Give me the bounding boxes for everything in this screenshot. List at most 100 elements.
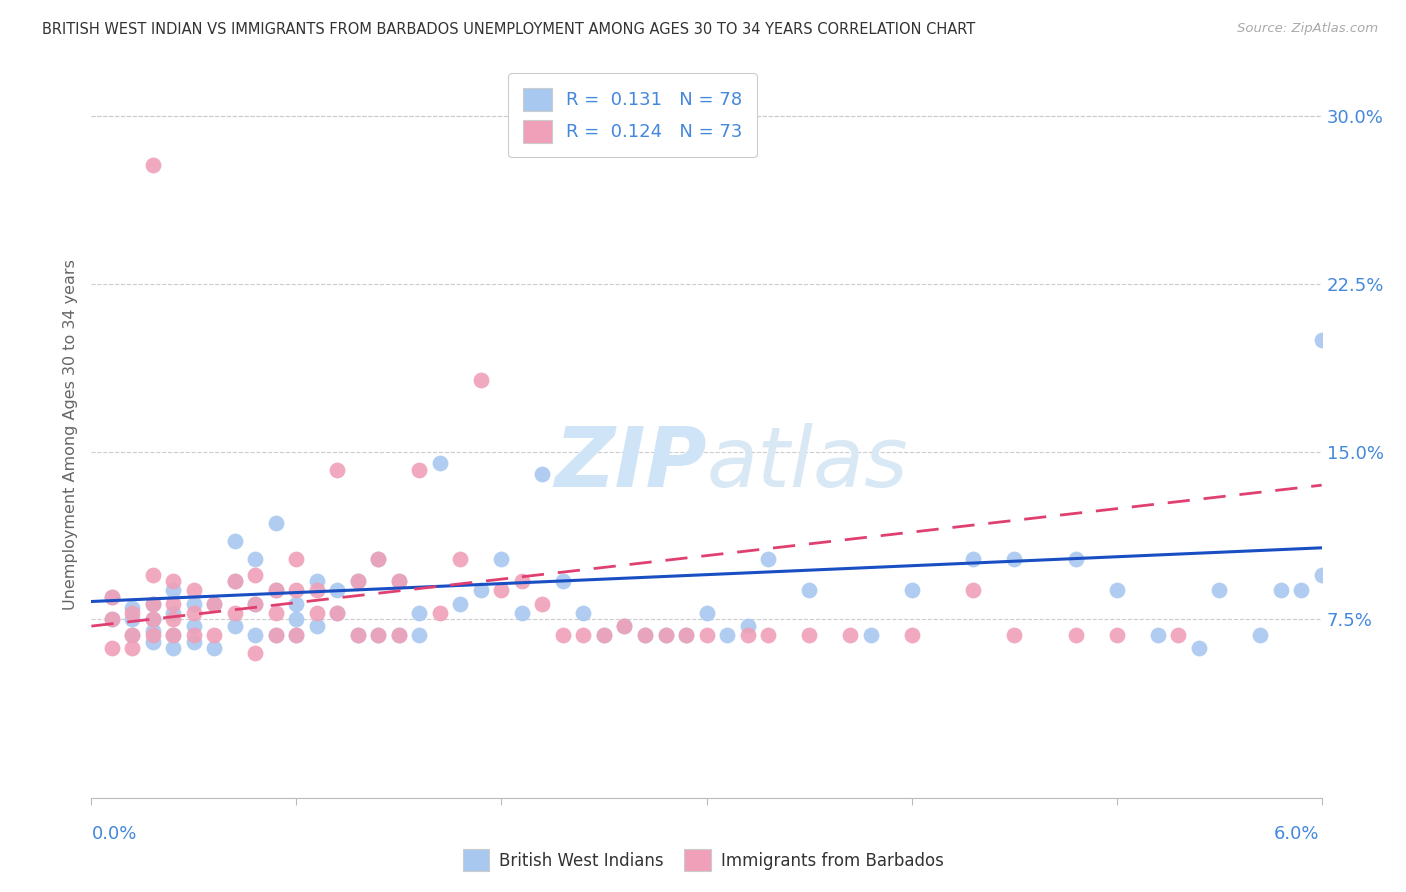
- Point: [613, 619, 636, 633]
- Point: [121, 628, 143, 642]
- Point: [285, 612, 308, 626]
- Point: [245, 597, 267, 611]
- Point: [510, 606, 533, 620]
- Point: [202, 597, 225, 611]
- Point: [162, 628, 184, 642]
- Point: [245, 597, 267, 611]
- Point: [245, 628, 267, 642]
- Legend: R =  0.131   N = 78, R =  0.124   N = 73: R = 0.131 N = 78, R = 0.124 N = 73: [509, 73, 756, 157]
- Point: [347, 574, 370, 589]
- Point: [142, 634, 165, 648]
- Point: [121, 641, 143, 656]
- Point: [224, 574, 246, 589]
- Point: [162, 641, 184, 656]
- Legend: British West Indians, Immigrants from Barbados: British West Indians, Immigrants from Ba…: [454, 841, 952, 880]
- Y-axis label: Unemployment Among Ages 30 to 34 years: Unemployment Among Ages 30 to 34 years: [62, 260, 77, 610]
- Point: [121, 606, 143, 620]
- Point: [245, 552, 267, 566]
- Point: [326, 583, 349, 598]
- Point: [572, 606, 595, 620]
- Point: [593, 628, 616, 642]
- Point: [797, 628, 820, 642]
- Point: [675, 628, 697, 642]
- Point: [183, 634, 205, 648]
- Point: [367, 552, 389, 566]
- Point: [654, 628, 676, 642]
- Point: [408, 462, 430, 476]
- Point: [737, 628, 759, 642]
- Point: [142, 624, 165, 638]
- Point: [900, 583, 922, 598]
- Point: [264, 628, 287, 642]
- Point: [367, 628, 389, 642]
- Point: [756, 552, 779, 566]
- Point: [264, 583, 287, 598]
- Point: [142, 567, 165, 582]
- Point: [202, 597, 225, 611]
- Point: [121, 628, 143, 642]
- Point: [183, 583, 205, 598]
- Point: [264, 516, 287, 531]
- Point: [305, 619, 328, 633]
- Point: [285, 597, 308, 611]
- Point: [531, 597, 554, 611]
- Point: [121, 612, 143, 626]
- Point: [285, 583, 308, 598]
- Point: [1002, 552, 1025, 566]
- Point: [470, 373, 492, 387]
- Point: [388, 628, 411, 642]
- Point: [551, 628, 574, 642]
- Point: [224, 534, 246, 549]
- Point: [388, 574, 411, 589]
- Point: [470, 583, 492, 598]
- Point: [202, 641, 225, 656]
- Point: [183, 628, 205, 642]
- Point: [1167, 628, 1189, 642]
- Text: BRITISH WEST INDIAN VS IMMIGRANTS FROM BARBADOS UNEMPLOYMENT AMONG AGES 30 TO 34: BRITISH WEST INDIAN VS IMMIGRANTS FROM B…: [42, 22, 976, 37]
- Point: [510, 574, 533, 589]
- Point: [449, 597, 471, 611]
- Point: [695, 606, 717, 620]
- Point: [367, 628, 389, 642]
- Point: [162, 583, 184, 598]
- Point: [285, 552, 308, 566]
- Point: [347, 628, 370, 642]
- Point: [305, 606, 328, 620]
- Point: [326, 462, 349, 476]
- Point: [695, 628, 717, 642]
- Point: [142, 597, 165, 611]
- Point: [142, 612, 165, 626]
- Point: [408, 628, 430, 642]
- Point: [1105, 583, 1128, 598]
- Point: [756, 628, 779, 642]
- Point: [737, 619, 759, 633]
- Point: [1208, 583, 1230, 598]
- Point: [593, 628, 616, 642]
- Point: [388, 574, 411, 589]
- Point: [1270, 583, 1292, 598]
- Point: [142, 597, 165, 611]
- Point: [224, 606, 246, 620]
- Text: ZIP: ZIP: [554, 424, 706, 505]
- Point: [285, 628, 308, 642]
- Point: [1310, 567, 1333, 582]
- Point: [305, 583, 328, 598]
- Point: [675, 628, 697, 642]
- Point: [183, 619, 205, 633]
- Point: [305, 574, 328, 589]
- Point: [449, 552, 471, 566]
- Point: [264, 628, 287, 642]
- Point: [900, 628, 922, 642]
- Point: [162, 574, 184, 589]
- Point: [654, 628, 676, 642]
- Text: atlas: atlas: [706, 424, 908, 505]
- Point: [142, 612, 165, 626]
- Point: [101, 641, 124, 656]
- Point: [264, 583, 287, 598]
- Point: [264, 606, 287, 620]
- Point: [142, 158, 165, 172]
- Point: [162, 597, 184, 611]
- Point: [962, 552, 984, 566]
- Point: [326, 606, 349, 620]
- Point: [162, 628, 184, 642]
